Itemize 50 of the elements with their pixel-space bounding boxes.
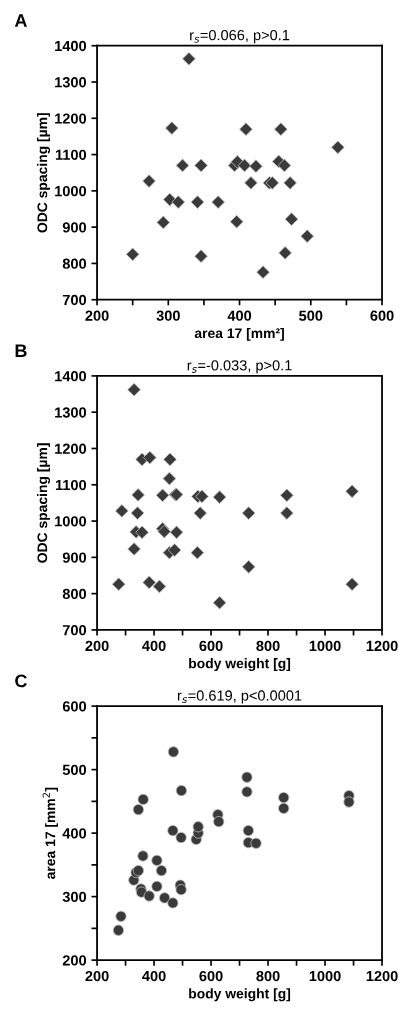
- x-tick-label: 1000: [309, 640, 341, 652]
- y-tick-label: 800: [62, 588, 87, 600]
- x-tick-label: 600: [199, 970, 223, 982]
- y-tick-label: 1400: [55, 371, 87, 382]
- chart-title: r$_{s}$=0.066, p>0.1: [190, 29, 290, 44]
- x-tick-label: 800: [256, 970, 280, 982]
- y-tick-label: 1200: [55, 113, 87, 124]
- y-tick-label: 1100: [55, 479, 87, 491]
- y-tick-label: 1000: [55, 185, 87, 197]
- y-tick-label: 1000: [55, 516, 87, 527]
- y-tick-label: 200: [62, 955, 87, 966]
- x-tick-label: 500: [299, 310, 323, 321]
- x-tick-label: 400: [227, 310, 252, 321]
- y-axis-title: ODC spacing [µm]: [37, 113, 51, 233]
- x-axis-title: area 17 [mm²]: [194, 327, 284, 341]
- x-tick-label: 400: [142, 640, 166, 652]
- y-tick-label: 700: [62, 625, 87, 636]
- y-tick-label: 500: [62, 764, 87, 776]
- text: A: [14, 14, 27, 27]
- y-tick-label: 1300: [55, 77, 87, 88]
- x-tick-label: 600: [199, 640, 223, 652]
- y-axis-title: area 17 [mm$^{2}$]: [42, 787, 58, 879]
- x-tick-label: 300: [156, 310, 180, 321]
- y-tick-label: 300: [62, 891, 87, 903]
- y-tick-label: 900: [62, 222, 87, 233]
- y-tick-label: 1400: [55, 40, 87, 52]
- x-tick-label: 200: [85, 970, 109, 982]
- x-tick-label: 1200: [366, 970, 398, 982]
- y-tick-label: 800: [62, 258, 87, 269]
- x-axis-title: body weight [g]: [189, 658, 291, 672]
- x-tick-label: 600: [370, 310, 394, 321]
- y-tick-label: 1200: [55, 443, 87, 454]
- y-tick-label: 700: [62, 294, 87, 306]
- x-axis-title: body weight [g]: [189, 988, 291, 1002]
- x-tick-label: 1000: [309, 970, 341, 982]
- y-tick-label: 900: [62, 552, 87, 563]
- x-tick-label: 200: [85, 310, 109, 321]
- chart-title: r$_{s}$=-0.033, p>0.1: [187, 360, 292, 374]
- y-axis-title: ODC spacing [µm]: [37, 443, 51, 563]
- x-tick-label: 400: [142, 970, 166, 982]
- text: C: [15, 674, 27, 688]
- x-tick-label: 1200: [366, 640, 398, 652]
- y-tick-label: 1300: [55, 407, 87, 418]
- x-tick-label: 200: [85, 640, 109, 652]
- text: B: [15, 344, 27, 357]
- y-tick-label: 1100: [55, 149, 87, 160]
- y-tick-label: 400: [62, 828, 87, 839]
- x-tick-label: 800: [256, 640, 280, 652]
- y-tick-label: 600: [62, 701, 87, 712]
- chart-title: r$_{s}$=0.619, p<0.0001: [177, 690, 302, 704]
